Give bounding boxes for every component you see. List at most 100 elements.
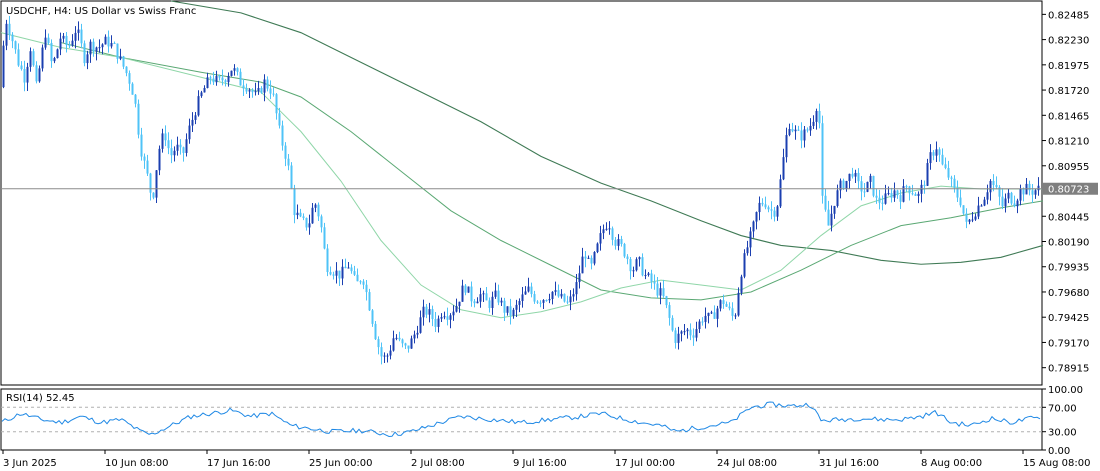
x-tick-label: 10 Jun 08:00 (105, 458, 169, 469)
candle-body (830, 213, 833, 226)
candle-body (323, 227, 326, 249)
candle-body (200, 92, 203, 97)
candle-body (308, 223, 311, 228)
candle-body (389, 350, 392, 356)
candle-body (863, 191, 866, 193)
candle-body (956, 187, 959, 198)
candle-body (578, 273, 581, 283)
candle-body (788, 128, 791, 136)
candle-body (773, 210, 776, 217)
x-tick-label: 31 Jul 16:00 (819, 458, 879, 469)
candle-body (422, 306, 425, 318)
x-tick-label: 24 Jul 08:00 (717, 458, 777, 469)
candle-body (656, 283, 659, 296)
candle-body (257, 87, 260, 92)
candle-body (317, 204, 320, 217)
x-tick-label: 17 Jun 16:00 (207, 458, 271, 469)
candle-body (665, 296, 668, 306)
candle-body (875, 195, 878, 198)
candle-body (761, 202, 764, 205)
candle-body (1007, 192, 1010, 199)
candle-body (164, 133, 167, 141)
candle-body (2, 45, 5, 88)
candle-body (407, 345, 410, 349)
candle-body (155, 170, 158, 198)
candle-body (341, 266, 344, 279)
candle-body (437, 318, 440, 327)
candle-body (50, 42, 53, 62)
candle-body (719, 300, 722, 309)
candle-body (221, 77, 224, 81)
candle-body (599, 233, 602, 244)
candle-body (779, 179, 782, 207)
candle-body (230, 70, 233, 76)
candle-body (167, 140, 170, 149)
candle-body (497, 290, 500, 303)
x-tick-label: 15 Aug 08:00 (1023, 458, 1090, 469)
candle-body (542, 300, 545, 303)
candle-body (716, 308, 719, 319)
current-price-label: 0.80723 (1048, 185, 1089, 196)
candle-body (266, 79, 269, 89)
candle-body (59, 38, 62, 50)
candle-body (1037, 185, 1040, 191)
candle-body (362, 281, 365, 285)
candle-body (212, 78, 215, 83)
candle-body (86, 54, 89, 64)
candle-body (482, 293, 485, 295)
candle-body (767, 207, 770, 210)
candle-body (782, 157, 785, 180)
candle-body (107, 36, 110, 47)
candle-body (359, 281, 362, 283)
candle-body (26, 66, 29, 83)
candle-body (590, 257, 593, 264)
candle-body (458, 301, 461, 307)
candle-body (236, 68, 239, 72)
candle-body (464, 285, 467, 293)
candle-body (689, 329, 692, 336)
candle-body (641, 257, 644, 276)
candle-body (74, 32, 77, 41)
candle-body (227, 75, 230, 83)
candle-body (629, 259, 632, 272)
candle-body (5, 23, 8, 46)
candle-body (194, 115, 197, 120)
candle-body (188, 125, 191, 140)
candle-body (77, 29, 80, 33)
candle-body (737, 292, 740, 316)
candle-body (563, 293, 566, 302)
candle-body (944, 164, 947, 168)
y-tick-label: 0.80445 (1048, 212, 1089, 223)
candle-body (260, 87, 263, 93)
candle-body (524, 291, 527, 295)
candle-body (185, 139, 188, 153)
candle-body (503, 300, 506, 313)
candle-body (635, 259, 638, 271)
candle-body (623, 243, 626, 257)
candle-body (566, 301, 569, 303)
candle-body (383, 355, 386, 357)
candle-body (218, 76, 221, 78)
candle-body (1019, 189, 1022, 201)
candle-body (911, 193, 914, 195)
candle-body (239, 71, 242, 86)
y-tick-label: 0.80955 (1048, 162, 1089, 173)
chart-title: USDCHF, H4: US Dollar vs Swiss Franc (6, 6, 196, 17)
candle-body (467, 286, 470, 293)
candle-body (272, 93, 275, 95)
candle-body (431, 309, 434, 320)
candle-body (1034, 190, 1037, 195)
candle-body (371, 310, 374, 324)
candle-body (356, 274, 359, 282)
candle-body (425, 306, 428, 315)
candle-body (110, 43, 113, 47)
candle-body (32, 51, 35, 66)
candle-body (551, 291, 554, 300)
main-plot (0, 0, 1044, 365)
candle-body (560, 293, 563, 297)
candle-body (353, 271, 356, 275)
candle-body (659, 288, 662, 296)
candle-body (416, 332, 419, 335)
candle-body (116, 43, 119, 59)
candle-body (380, 347, 383, 357)
